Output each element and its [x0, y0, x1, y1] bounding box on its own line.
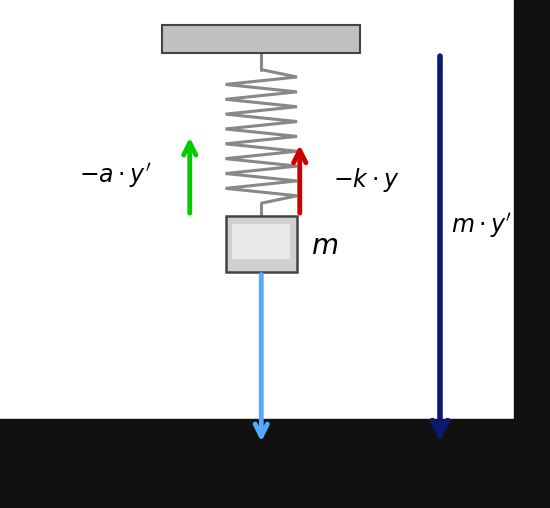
- Bar: [232, 224, 290, 259]
- Text: $m \cdot y'$: $m \cdot y'$: [450, 212, 512, 240]
- Bar: [162, 25, 360, 53]
- Text: $-a \cdot y'$: $-a \cdot y'$: [79, 161, 152, 189]
- Bar: [514, 0, 550, 508]
- Text: $m$: $m$: [311, 233, 338, 260]
- Bar: [226, 216, 297, 272]
- Text: $-k \cdot y$: $-k \cdot y$: [333, 166, 399, 195]
- Bar: [0, 419, 550, 508]
